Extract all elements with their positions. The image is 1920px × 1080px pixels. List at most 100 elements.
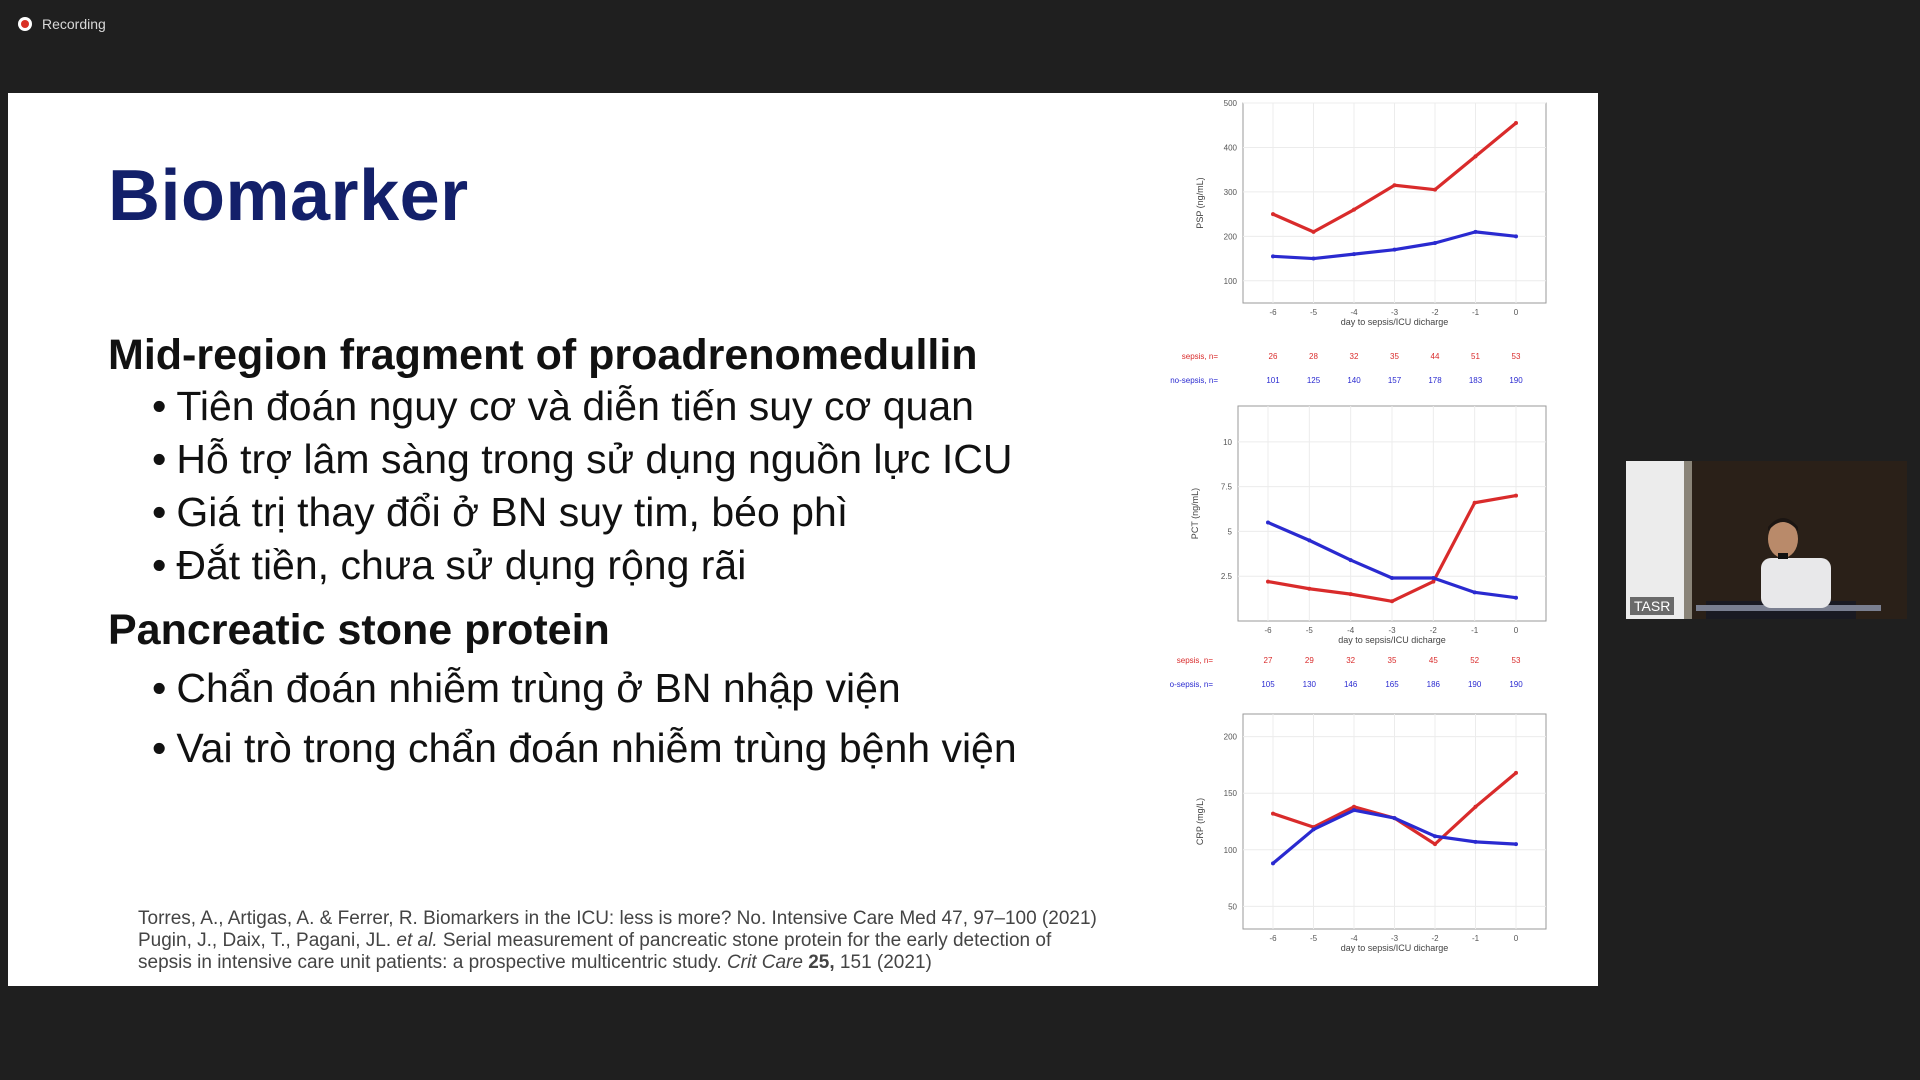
y-tick-label: 200 (1224, 232, 1238, 241)
count-row-label: sepsis, n= (1177, 656, 1214, 665)
count-value: 101 (1266, 376, 1280, 385)
x-axis-label: day to sepsis/ICU dicharge (1341, 943, 1449, 953)
data-point (1271, 254, 1275, 259)
reference-text: Serial measurement of pancreatic stone p… (437, 930, 1052, 951)
count-value: 183 (1469, 376, 1483, 385)
count-value: 29 (1305, 656, 1314, 665)
count-value: 190 (1509, 376, 1523, 385)
count-value: 140 (1347, 376, 1361, 385)
speaker-video-tile: TASR (1626, 461, 1907, 619)
speaker-figure (1696, 518, 1881, 619)
x-tick-label: -3 (1388, 626, 1396, 635)
data-point (1473, 229, 1478, 234)
x-tick-label: -6 (1269, 934, 1277, 943)
count-value: 125 (1307, 376, 1321, 385)
count-value: 32 (1350, 352, 1359, 361)
y-tick-label: 10 (1223, 438, 1232, 447)
data-point (1431, 579, 1436, 584)
data-point (1473, 839, 1478, 844)
data-point (1307, 538, 1312, 543)
bullet-item: • Tiên đoán nguy cơ và diễn tiến suy cơ q… (152, 383, 974, 430)
y-tick-label: 2.5 (1221, 572, 1233, 581)
reference-line: Pugin, J., Daix, T., Pagani, JL. et al. … (138, 930, 1097, 952)
data-point (1392, 247, 1397, 252)
reference-line: sepsis in intensive care unit patients: … (138, 952, 1097, 974)
y-axis-label: CRP (mg/L) (1195, 798, 1205, 845)
count-value: 44 (1431, 352, 1440, 361)
bullet-text: Tiên đoán nguy cơ và diễn tiến suy cơ qu… (176, 383, 974, 429)
data-point (1392, 183, 1397, 188)
count-value: 28 (1309, 352, 1318, 361)
slide-title: Biomarker (108, 156, 469, 236)
video-background (1626, 461, 1684, 619)
count-value: 53 (1512, 352, 1521, 361)
data-point (1514, 595, 1518, 600)
x-tick-label: -5 (1310, 934, 1318, 943)
data-point (1348, 592, 1353, 597)
count-value: 186 (1427, 680, 1441, 689)
data-point (1352, 808, 1356, 813)
x-tick-label: -4 (1347, 626, 1355, 635)
x-tick-label: -1 (1472, 934, 1480, 943)
references: Torres, A., Artigas, A. & Ferrer, R. Bio… (138, 908, 1097, 974)
data-point (1307, 586, 1312, 591)
data-point (1266, 579, 1270, 584)
bullet-text: Vai trò trong chẩn đoán nhiễm trùng bệnh… (176, 725, 1017, 771)
y-tick-label: 100 (1224, 277, 1238, 286)
y-tick-label: 500 (1224, 99, 1238, 108)
reference-text: Pugin, J., Daix, T., Pagani, JL. (138, 930, 397, 951)
x-axis-label: day to sepsis/ICU dicharge (1341, 317, 1449, 327)
x-tick-label: -1 (1471, 626, 1479, 635)
bullet-item: • Giá trị thay đổi ở BN suy tim, béo phì (152, 489, 848, 536)
bullet-item: • Vai trò trong chẩn đoán nhiễm trùng bện… (152, 725, 1017, 772)
y-tick-label: 5 (1228, 527, 1233, 536)
presentation-slide: Biomarker Mid-region fragment of proadre… (8, 93, 1598, 986)
bullet-text: Hỗ trợ lâm sàng trong sử dụng nguồn lực … (176, 436, 1013, 482)
data-point (1514, 842, 1518, 847)
reference-italic: et al. (396, 930, 438, 951)
data-point (1433, 834, 1437, 839)
count-value: 190 (1509, 680, 1523, 689)
count-value: 52 (1470, 656, 1479, 665)
data-point (1352, 207, 1356, 212)
x-tick-label: -1 (1472, 308, 1480, 317)
x-tick-label: -4 (1350, 934, 1358, 943)
count-row-label: sepsis, n= (1182, 352, 1219, 361)
recording-label: Recording (42, 16, 106, 32)
data-point (1514, 770, 1518, 775)
x-tick-label: -4 (1350, 308, 1358, 317)
x-tick-label: 0 (1514, 308, 1519, 317)
x-tick-label: -3 (1391, 308, 1399, 317)
bullet-marker: • (152, 383, 167, 429)
x-tick-label: -6 (1269, 308, 1277, 317)
y-tick-label: 100 (1224, 846, 1238, 855)
data-point (1271, 861, 1275, 866)
section-heading-proadrenomedullin: Mid-region fragment of proadrenomedullin (108, 331, 978, 379)
data-point (1352, 804, 1356, 809)
y-tick-label: 200 (1224, 733, 1238, 742)
y-axis-label: PCT (ng/mL) (1190, 488, 1200, 539)
count-value: 146 (1344, 680, 1358, 689)
data-point (1390, 599, 1394, 604)
count-value: 165 (1385, 680, 1399, 689)
count-value: 178 (1428, 376, 1442, 385)
data-point (1311, 827, 1316, 832)
bullet-text: Chẩn đoán nhiễm trùng ở BN nhập viện (176, 665, 901, 711)
count-value: 35 (1390, 352, 1399, 361)
data-point (1271, 212, 1275, 217)
bullet-item: • Hỗ trợ lâm sàng trong sử dụng nguồn lực… (152, 436, 1012, 483)
data-point (1514, 234, 1518, 239)
data-point (1266, 520, 1270, 525)
bullet-item: • Đắt tiền, chưa sử dụng rộng rãi (152, 542, 746, 589)
count-value: 51 (1471, 352, 1480, 361)
count-value: 105 (1261, 680, 1275, 689)
count-value: 130 (1303, 680, 1317, 689)
reference-bold: 25, (802, 952, 835, 973)
count-value: 32 (1346, 656, 1355, 665)
count-value: 26 (1269, 352, 1278, 361)
count-row-label: no-sepsis, n= (1170, 376, 1218, 385)
record-icon (18, 17, 32, 31)
x-tick-label: -5 (1310, 308, 1318, 317)
x-tick-label: -5 (1306, 626, 1314, 635)
